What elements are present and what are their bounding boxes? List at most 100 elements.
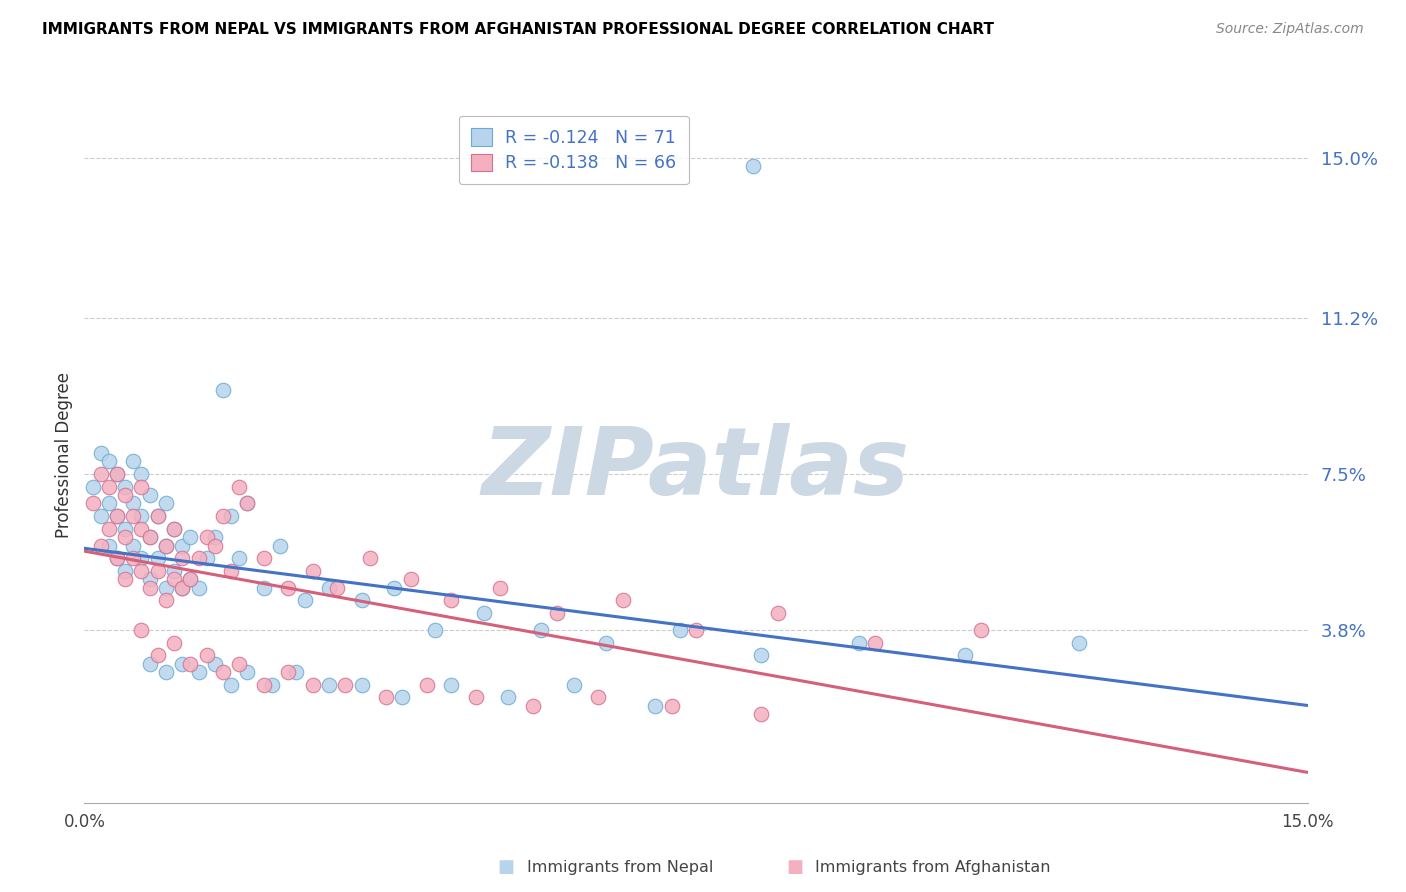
Point	[114, 572, 136, 586]
Point	[131, 509, 153, 524]
Point	[228, 479, 250, 493]
Point	[742, 159, 765, 173]
Point	[375, 690, 398, 705]
Point	[318, 678, 340, 692]
Point	[122, 509, 145, 524]
Point	[187, 551, 209, 566]
Point	[204, 530, 226, 544]
Point	[195, 551, 218, 566]
Point	[155, 539, 177, 553]
Point	[138, 657, 160, 671]
Point	[586, 690, 609, 705]
Point	[350, 593, 373, 607]
Point	[236, 496, 259, 510]
Point	[187, 665, 209, 679]
Point	[97, 454, 120, 468]
Point	[301, 678, 323, 692]
Point	[498, 690, 520, 705]
Point	[530, 623, 553, 637]
Point	[865, 635, 887, 649]
Point	[155, 539, 177, 553]
Point	[269, 539, 291, 553]
Point	[179, 572, 201, 586]
Point	[90, 509, 112, 524]
Point	[105, 467, 128, 481]
Point	[97, 479, 120, 493]
Point	[212, 509, 235, 524]
Point	[661, 698, 683, 713]
Point	[146, 509, 169, 524]
Point	[359, 551, 381, 566]
Point	[668, 623, 690, 637]
Point	[212, 383, 235, 397]
Point	[82, 479, 104, 493]
Point	[236, 665, 259, 679]
Point	[122, 496, 145, 510]
Text: Source: ZipAtlas.com: Source: ZipAtlas.com	[1216, 22, 1364, 37]
Point	[172, 657, 194, 671]
Point	[97, 522, 120, 536]
Legend: R = -0.124   N = 71, R = -0.138   N = 66: R = -0.124 N = 71, R = -0.138 N = 66	[458, 116, 689, 185]
Point	[172, 539, 194, 553]
Text: Immigrants from Nepal: Immigrants from Nepal	[527, 860, 714, 874]
Point	[114, 488, 136, 502]
Point	[1069, 635, 1091, 649]
Point	[253, 551, 276, 566]
Point	[204, 657, 226, 671]
Point	[318, 581, 340, 595]
Point	[131, 564, 153, 578]
Point	[163, 564, 186, 578]
Point	[382, 581, 405, 595]
Text: ZIPatlas: ZIPatlas	[482, 423, 910, 515]
Point	[155, 581, 177, 595]
Point	[138, 530, 160, 544]
Point	[399, 572, 422, 586]
Point	[522, 698, 544, 713]
Point	[335, 678, 357, 692]
Point	[131, 522, 153, 536]
Point	[440, 678, 463, 692]
Point	[749, 707, 772, 722]
Point	[766, 606, 789, 620]
Point	[105, 467, 128, 481]
Point	[285, 665, 308, 679]
Point	[236, 496, 259, 510]
Point	[131, 479, 153, 493]
Point	[105, 509, 128, 524]
Point	[163, 572, 186, 586]
Point	[685, 623, 707, 637]
Point	[146, 551, 169, 566]
Point	[131, 551, 153, 566]
Y-axis label: Professional Degree: Professional Degree	[55, 372, 73, 538]
Point	[953, 648, 976, 663]
Point	[122, 539, 145, 553]
Point	[187, 581, 209, 595]
Point	[131, 467, 153, 481]
Point	[219, 564, 242, 578]
Point	[97, 539, 120, 553]
Point	[228, 657, 250, 671]
Point	[105, 551, 128, 566]
Point	[301, 564, 323, 578]
Point	[114, 479, 136, 493]
Point	[146, 509, 169, 524]
Point	[155, 593, 177, 607]
Point	[179, 530, 201, 544]
Point	[416, 678, 439, 692]
Point	[155, 496, 177, 510]
Point	[82, 496, 104, 510]
Point	[391, 690, 413, 705]
Point	[970, 623, 993, 637]
Text: ■: ■	[498, 858, 515, 876]
Point	[138, 572, 160, 586]
Point	[138, 488, 160, 502]
Point	[163, 635, 186, 649]
Point	[90, 467, 112, 481]
Point	[163, 522, 186, 536]
Point	[440, 593, 463, 607]
Text: IMMIGRANTS FROM NEPAL VS IMMIGRANTS FROM AFGHANISTAN PROFESSIONAL DEGREE CORRELA: IMMIGRANTS FROM NEPAL VS IMMIGRANTS FROM…	[42, 22, 994, 37]
Point	[253, 678, 276, 692]
Point	[423, 623, 446, 637]
Point	[464, 690, 486, 705]
Point	[472, 606, 495, 620]
